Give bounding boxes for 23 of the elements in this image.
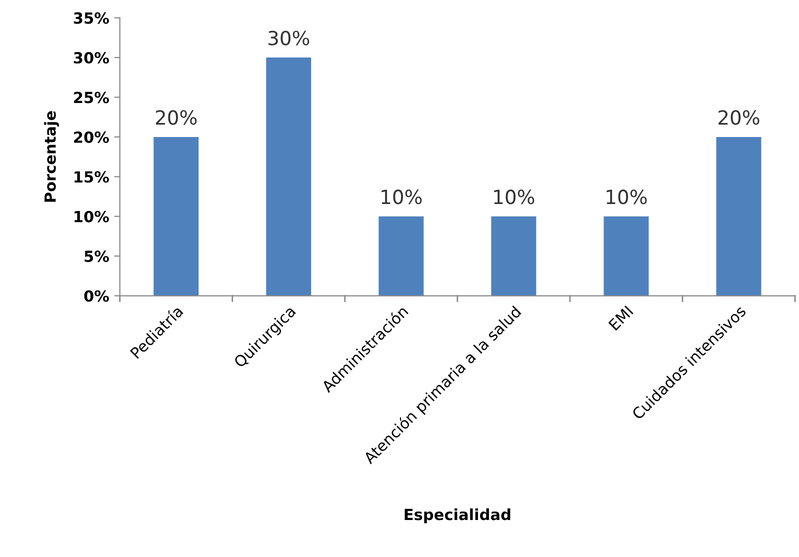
- data-label: 20%: [156, 110, 197, 125]
- bar: [491, 216, 536, 296]
- data-label: 10%: [606, 190, 647, 204]
- data-label: 10%: [382, 190, 422, 204]
- bar: [716, 136, 762, 296]
- data-label: 30%: [268, 30, 310, 46]
- bar: [378, 216, 424, 296]
- x-tick-label: EMI: [608, 305, 634, 331]
- y-axis-title: Porcentaje: [44, 111, 59, 202]
- data-label: 20%: [718, 110, 760, 125]
- y-tick-label: 10%: [74, 210, 109, 222]
- data-label: 10%: [494, 190, 534, 204]
- bar: [604, 216, 649, 296]
- y-tick-label: 5%: [84, 250, 109, 262]
- y-tick-label: 0%: [84, 290, 109, 302]
- y-tick-label: 15%: [74, 171, 109, 183]
- y-tick-label: 35%: [74, 12, 109, 24]
- x-axis-title: Especialidad: [404, 508, 510, 524]
- y-tick-label: 25%: [74, 92, 109, 104]
- bar: [266, 58, 312, 296]
- y-tick-label: 20%: [74, 131, 109, 143]
- y-tick-label: 30%: [74, 52, 109, 64]
- bar: [154, 136, 199, 296]
